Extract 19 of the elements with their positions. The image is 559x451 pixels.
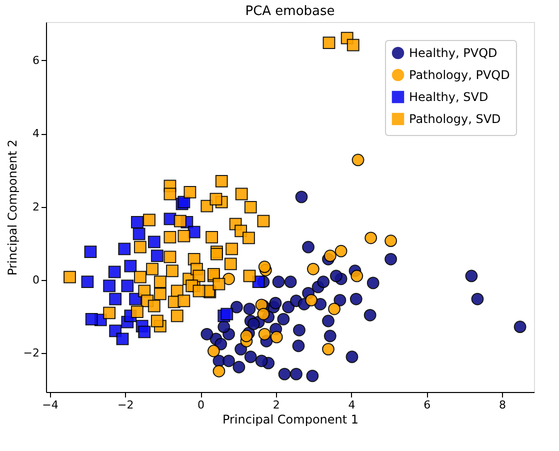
x-tick-label: 8 <box>498 398 506 412</box>
x-tick-label: 2 <box>272 398 280 412</box>
legend-label: Pathology, PVQD <box>409 68 510 82</box>
y-tick-label: 0 <box>32 274 40 287</box>
y-tick-label: 4 <box>32 127 40 140</box>
y-tick-label: 6 <box>32 54 40 67</box>
x-tick-label: −4 <box>42 398 58 412</box>
chart-title: PCA emobase <box>245 4 335 19</box>
y-tick-label: 2 <box>32 200 40 214</box>
legend-label: Pathology, SVD <box>409 112 501 126</box>
x-axis-title: Principal Component 1 <box>222 412 359 426</box>
y-tick-label: −2 <box>23 346 40 360</box>
legend-label: Healthy, PVQD <box>409 46 498 60</box>
y-axis-title: Principal Component 2 <box>5 139 20 276</box>
legend-label: Healthy, SVD <box>409 90 488 104</box>
x-tick-label: 6 <box>424 398 431 412</box>
x-tick-label: −2 <box>118 398 134 412</box>
x-tick-label: 4 <box>348 398 356 412</box>
x-tick-label: 0 <box>198 398 204 412</box>
